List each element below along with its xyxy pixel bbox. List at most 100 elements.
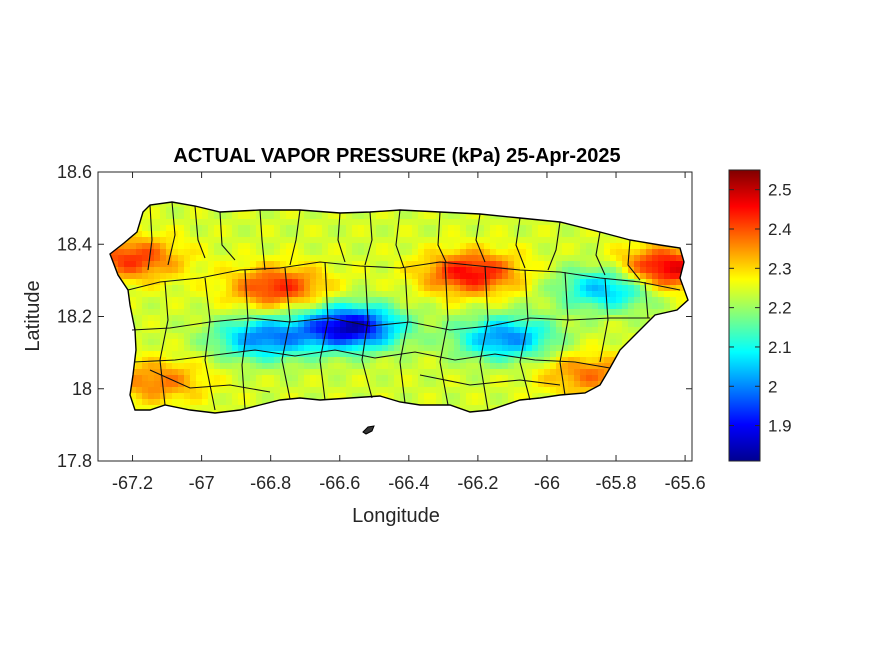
field-cell bbox=[130, 249, 137, 256]
field-cell bbox=[280, 357, 287, 364]
field-cell bbox=[454, 249, 461, 256]
field-cell bbox=[610, 357, 617, 364]
field-cell bbox=[676, 261, 683, 268]
field-cell bbox=[628, 267, 635, 274]
municipality-border bbox=[644, 281, 649, 319]
field-cell bbox=[208, 405, 215, 412]
field-cell bbox=[520, 285, 527, 292]
colorbar: 1.922.12.22.32.42.5 bbox=[728, 169, 792, 462]
field-cell bbox=[562, 327, 569, 334]
field-cell bbox=[652, 267, 659, 274]
field-cell bbox=[508, 381, 515, 388]
municipality-border bbox=[595, 231, 606, 276]
field-cell bbox=[562, 243, 569, 250]
field-cell bbox=[166, 237, 173, 244]
field-cell bbox=[490, 261, 497, 268]
field-cell bbox=[466, 369, 473, 376]
field-cell bbox=[334, 351, 341, 358]
field-cell bbox=[196, 327, 203, 334]
field-cell bbox=[190, 369, 197, 376]
field-cell bbox=[364, 243, 371, 250]
field-cell bbox=[196, 369, 203, 376]
field-cell bbox=[190, 207, 197, 214]
field-cell bbox=[496, 375, 503, 382]
field-cell bbox=[610, 321, 617, 328]
field-cell bbox=[154, 381, 161, 388]
field-cell bbox=[328, 243, 335, 250]
field-cell bbox=[334, 273, 341, 280]
municipality-border bbox=[515, 217, 526, 269]
field-cell bbox=[310, 285, 317, 292]
field-cell bbox=[286, 357, 293, 364]
field-cell bbox=[646, 291, 653, 298]
field-cell bbox=[604, 363, 611, 370]
field-cell bbox=[412, 357, 419, 364]
field-cell bbox=[316, 261, 323, 268]
field-cell bbox=[574, 243, 581, 250]
field-cell bbox=[286, 279, 293, 286]
field-cell bbox=[610, 243, 617, 250]
field-cell bbox=[406, 273, 413, 280]
field-cell bbox=[490, 315, 497, 322]
field-cell bbox=[346, 303, 353, 310]
field-cell bbox=[340, 363, 347, 370]
field-cell bbox=[346, 237, 353, 244]
field-cell bbox=[436, 357, 443, 364]
field-cell bbox=[406, 231, 413, 238]
field-cell bbox=[430, 375, 437, 382]
field-cell bbox=[478, 405, 485, 412]
field-cell bbox=[526, 369, 533, 376]
field-cell bbox=[544, 369, 551, 376]
field-cell bbox=[226, 399, 233, 406]
field-cell bbox=[574, 309, 581, 316]
field-cell bbox=[412, 231, 419, 238]
field-cell bbox=[226, 393, 233, 400]
field-cell bbox=[454, 291, 461, 298]
field-cell bbox=[148, 381, 155, 388]
field-cell bbox=[292, 219, 299, 226]
field-cell bbox=[622, 237, 629, 244]
field-cell bbox=[382, 297, 389, 304]
field-cell bbox=[484, 213, 491, 220]
field-cell bbox=[430, 213, 437, 220]
field-cell bbox=[268, 273, 275, 280]
field-cell bbox=[322, 213, 329, 220]
field-cell bbox=[598, 369, 605, 376]
field-cell bbox=[232, 261, 239, 268]
field-cell bbox=[352, 219, 359, 226]
field-cell bbox=[388, 285, 395, 292]
field-cell bbox=[370, 387, 377, 394]
field-cell bbox=[526, 285, 533, 292]
field-cell bbox=[274, 345, 281, 352]
field-cell bbox=[232, 243, 239, 250]
field-cell bbox=[376, 303, 383, 310]
field-cell bbox=[676, 291, 683, 298]
field-cell bbox=[436, 297, 443, 304]
field-cell bbox=[550, 357, 557, 364]
field-cell bbox=[166, 243, 173, 250]
field-cell bbox=[226, 375, 233, 382]
field-cell bbox=[136, 315, 143, 322]
field-cell bbox=[166, 207, 173, 214]
field-cell bbox=[370, 297, 377, 304]
municipality-border bbox=[319, 261, 329, 401]
field-cell bbox=[298, 237, 305, 244]
field-cell bbox=[376, 345, 383, 352]
field-cell bbox=[592, 273, 599, 280]
field-cell bbox=[298, 279, 305, 286]
field-cell bbox=[514, 315, 521, 322]
field-cell bbox=[214, 291, 221, 298]
field-cell bbox=[370, 249, 377, 256]
field-cell bbox=[328, 279, 335, 286]
field-cell bbox=[160, 207, 167, 214]
field-cell bbox=[328, 339, 335, 346]
field-cell bbox=[418, 399, 425, 406]
caja-de-muerto-islet bbox=[362, 425, 375, 435]
field-cell bbox=[460, 273, 467, 280]
field-cell bbox=[280, 279, 287, 286]
field-cell bbox=[238, 285, 245, 292]
field-cell bbox=[652, 273, 659, 280]
field-cell bbox=[370, 309, 377, 316]
field-cell bbox=[418, 213, 425, 220]
field-cell bbox=[400, 303, 407, 310]
